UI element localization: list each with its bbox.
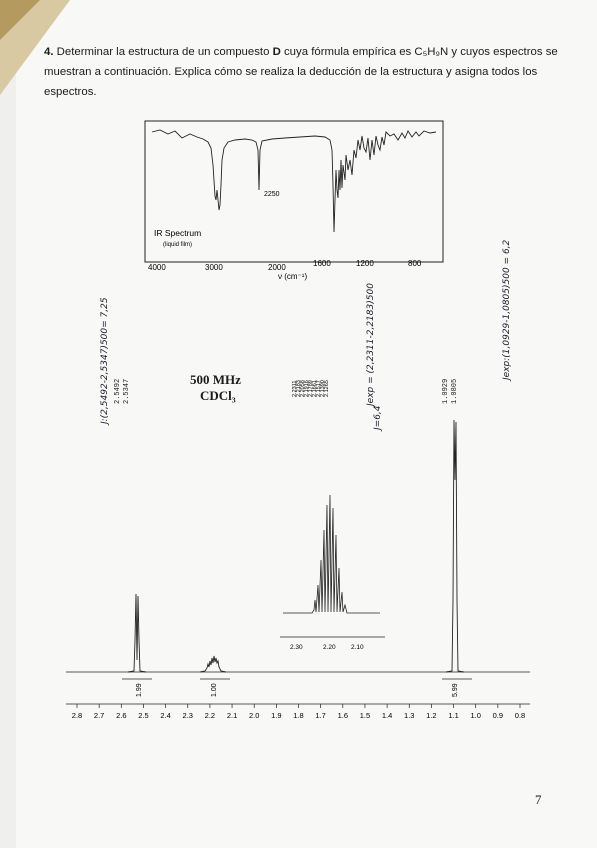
nmr-tick-label: 2.2 (205, 711, 215, 720)
nmr-tick-label: 2.8 (72, 711, 82, 720)
peak-value: 2.1916 (304, 380, 310, 397)
integral-value: 1.00 (211, 683, 218, 697)
question-text-mid: cuya fórmula empírica es (283, 46, 412, 58)
ir-trace (151, 129, 437, 233)
folded-corner-decoration (0, 0, 70, 95)
nmr-solvent: CDCl₃ (200, 388, 236, 403)
nmr-tick-label: 1.0 (470, 711, 480, 720)
nmr-tick-label: 1.9 (271, 711, 281, 720)
peak-value: 2.2311 (292, 381, 298, 397)
nmr-tick-label: 2.0 (249, 711, 259, 720)
question-text: 4. Determinar la estructura de un compue… (44, 42, 559, 102)
ir-title: IR Spectrum (154, 228, 201, 238)
inset-tick-label: 2.10 (351, 644, 364, 651)
ir-tick-label: 3000 (205, 263, 223, 272)
peak-value: 2.1265 (324, 380, 330, 397)
nmr-tick-label: 0.9 (493, 711, 503, 720)
ir-x-axis-label: ν (cm⁻¹) (278, 272, 307, 281)
nmr-tick-label: 1.6 (338, 711, 348, 720)
ir-tick-label: 4000 (148, 263, 166, 272)
ir-tick-label: 1600 (313, 259, 331, 268)
inset-tick-label: 2.30 (290, 644, 303, 651)
nmr-tick-label: 2.4 (160, 711, 170, 720)
nmr-tick-label: 0.8 (515, 711, 525, 720)
nmr-tick-label: 2.6 (116, 711, 126, 720)
question-text-before: Determinar la estructura de un compuesto (56, 46, 270, 58)
peak-value: 2.2183 (296, 380, 302, 397)
nmr-frequency: 500 MHz (190, 372, 241, 387)
page-number: 7 (535, 792, 542, 807)
peak-list-mid: 2.2311 2.2183 2.2058 2.1916 2.1789 2.166… (290, 367, 330, 411)
nmr-peak-doublet-1.09 (445, 419, 465, 673)
peak-value: 2.1789 (308, 380, 314, 397)
nmr-tick-label: 1.8 (293, 711, 303, 720)
nmr-tick-label: 1.2 (426, 711, 436, 720)
peak-value: 2.1661 (312, 380, 318, 397)
nmr-tick-label: 2.1 (227, 711, 237, 720)
molecular-formula: C₅H₉N (414, 46, 449, 58)
nmr-x-ticks: 2.8 2.7 2.6 2.5 2.4 2.3 2.2 2.1 2.0 1.9 1.8 1.7 1.6 1… (72, 704, 525, 720)
nmr-tick-label: 2.5 (138, 711, 148, 720)
ir-x-ticks: 4000 3000 2000 1600 1200 800 (148, 259, 422, 272)
ir-tick-label: 1200 (356, 259, 374, 268)
peak-value: 2.1390 (320, 380, 326, 397)
nmr-inset-trace (283, 494, 380, 614)
ir-frame (144, 120, 444, 263)
nmr-peak-multiplet-2.18 (199, 655, 227, 673)
integral-value: 5.99 (452, 683, 459, 697)
peak-value: 2.1517 (316, 380, 322, 397)
ir-subtitle: (liquid film) (163, 242, 192, 248)
ir-peak-label: 2250 (264, 191, 280, 198)
ir-tick-label: 2000 (268, 263, 286, 272)
nmr-tick-label: 1.4 (382, 711, 392, 720)
inset-tick-label: 2.20 (323, 644, 336, 651)
nmr-tick-label: 1.3 (404, 711, 414, 720)
nmr-tick-label: 1.1 (448, 711, 458, 720)
nmr-inset-ticks: 2.30 2.20 2.10 (290, 644, 364, 651)
question-number: 4. (44, 46, 54, 58)
nmr-tick-label: 2.7 (94, 711, 104, 720)
nmr-tick-label: 2.3 (183, 711, 193, 720)
nmr-tick-label: 1.7 (315, 711, 325, 720)
page (16, 0, 597, 848)
ir-tick-label: 800 (408, 259, 422, 268)
integral-value: 1.99 (136, 683, 143, 697)
peak-value: 2.2058 (300, 380, 306, 397)
nmr-tick-label: 1.5 (360, 711, 370, 720)
compound-letter: D (272, 46, 281, 58)
question-text-after: y cuyos espectros se muestran a continua… (44, 46, 558, 98)
nmr-peak-doublet-2.54 (127, 593, 147, 673)
